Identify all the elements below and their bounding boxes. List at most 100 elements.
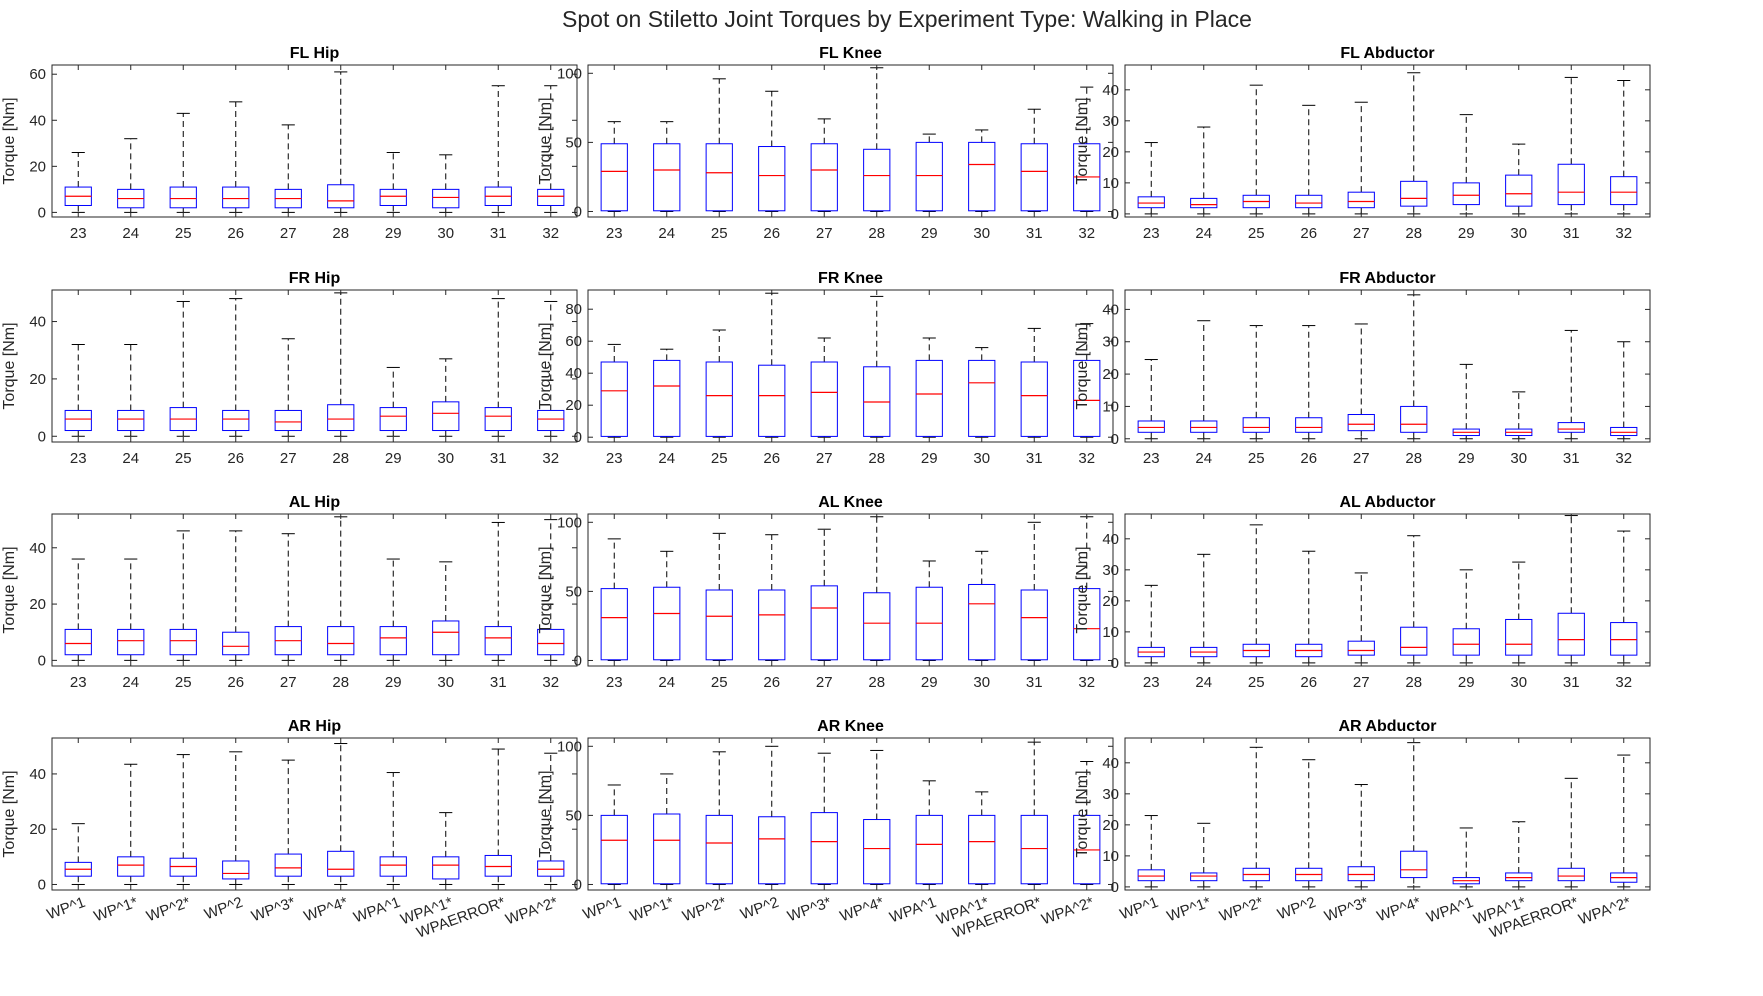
iqr-box: [1400, 850, 1428, 879]
box-24: 24: [1190, 65, 1218, 242]
x-tick-label: 28: [868, 450, 885, 467]
y-axis-label: Torque [Nm]: [1, 546, 18, 633]
x-tick-label: 24: [658, 225, 675, 242]
axes-frame: [51, 289, 578, 443]
iqr-box: [1190, 420, 1218, 433]
x-tick-label: 29: [385, 450, 402, 467]
y-axis-label: Torque [Nm]: [1074, 322, 1091, 409]
box-32: 32: [1610, 290, 1638, 467]
y-tick-label: 10: [1102, 848, 1119, 865]
axes-frame: [587, 64, 1114, 218]
box-WP^2: WP^2: [202, 738, 250, 923]
iqr-box: [222, 631, 250, 656]
box-28: 28: [327, 514, 355, 691]
box-WPA^1: WPA^1: [351, 738, 407, 926]
x-tick-label: 23: [606, 674, 623, 691]
x-tick-label: 25: [175, 450, 192, 467]
box-31: 31: [1020, 514, 1048, 691]
box-WP^2: WP^2: [738, 738, 786, 923]
box-WPA^2*: WPA^2*: [1576, 738, 1638, 928]
iqr-box: [222, 409, 250, 432]
y-tick-label: 20: [1102, 144, 1119, 161]
x-tick-label: 27: [280, 450, 297, 467]
subplot-title: AR Knee: [817, 718, 884, 735]
y-tick-label: 0: [574, 203, 582, 220]
iqr-box: [915, 141, 943, 212]
x-tick-label: 30: [1510, 450, 1527, 467]
x-tick-label: WP^1*: [1165, 894, 1214, 926]
iqr-box: [327, 850, 355, 877]
y-tick-label: 30: [1102, 562, 1119, 579]
y-tick-label: 40: [29, 766, 46, 783]
x-tick-label: 30: [973, 225, 990, 242]
x-tick-label: 23: [1143, 674, 1160, 691]
box-28: 28: [1400, 290, 1428, 467]
box-32: 32: [1073, 290, 1101, 467]
box-29: 29: [915, 65, 943, 242]
y-tick-label: 50: [565, 583, 582, 600]
x-tick-label: 29: [1458, 225, 1475, 242]
x-tick-label: WP^2*: [680, 894, 729, 926]
subplot-10: AR Knee Torque [Nm] 0 50 100 WP^1 WP^1* WP^2* WP…: [537, 718, 1114, 942]
subplot-0: FL Hip Torque [Nm] 0 20 40 60 23 24 25 26 27 28 29 30…: [1, 45, 578, 242]
box-26: 26: [222, 514, 250, 691]
y-tick-label: 0: [574, 652, 582, 669]
panels: FL Hip Torque [Nm] 0 20 40 60 23 24 25 26 27 28 29 30…: [1, 45, 1651, 942]
iqr-box: [653, 813, 681, 885]
iqr-box: [653, 143, 681, 212]
box-32: 32: [1073, 514, 1101, 691]
box-30: 30: [968, 65, 996, 242]
y-tick-label: 0: [1111, 655, 1119, 672]
iqr-box: [1557, 422, 1585, 433]
iqr-box: [432, 620, 460, 656]
iqr-box: [600, 814, 628, 885]
iqr-box: [968, 583, 996, 661]
x-tick-label: 24: [658, 450, 675, 467]
box-26: 26: [222, 290, 250, 467]
box-29: 29: [915, 290, 943, 467]
box-32: 32: [537, 290, 565, 467]
y-tick-label: 50: [565, 807, 582, 824]
box-29: 29: [1452, 65, 1480, 242]
box-31: 31: [484, 65, 512, 242]
y-tick-label: 100: [557, 65, 582, 82]
subplot-title: AL Abductor: [1340, 494, 1436, 511]
iqr-box: [758, 589, 786, 661]
iqr-box: [1020, 143, 1048, 212]
box-WP^1*: WP^1*: [628, 738, 681, 925]
box-30: 30: [968, 290, 996, 467]
y-tick-label: 0: [38, 652, 46, 669]
x-tick-label: 25: [711, 450, 728, 467]
iqr-box: [600, 143, 628, 212]
box-30: 30: [432, 514, 460, 691]
iqr-box: [1400, 180, 1428, 207]
iqr-box: [968, 141, 996, 212]
x-tick-label: WP^2: [1275, 894, 1318, 924]
x-tick-label: 24: [122, 674, 139, 691]
iqr-box: [1347, 414, 1375, 432]
y-tick-label: 20: [29, 158, 46, 175]
x-tick-label: WP^4*: [838, 894, 887, 926]
y-tick-label: 20: [1102, 817, 1119, 834]
box-WP^3*: WP^3*: [785, 738, 838, 925]
x-tick-label: 26: [227, 450, 244, 467]
x-tick-label: 31: [1026, 225, 1043, 242]
iqr-box: [705, 361, 733, 437]
iqr-box: [1073, 588, 1101, 661]
axes-frame: [1124, 513, 1651, 667]
iqr-box: [432, 856, 460, 880]
box-30: 30: [432, 65, 460, 242]
y-axis-label: Torque [Nm]: [537, 770, 554, 857]
y-tick-label: 60: [565, 333, 582, 350]
y-tick-label: 20: [565, 397, 582, 414]
box-23: 23: [1137, 514, 1165, 691]
x-tick-label: 32: [1615, 674, 1632, 691]
box-23: 23: [600, 514, 628, 691]
x-tick-label: 32: [1615, 225, 1632, 242]
x-tick-label: 28: [1405, 450, 1422, 467]
y-tick-label: 0: [38, 204, 46, 221]
iqr-box: [1020, 814, 1048, 885]
y-axis-label: Torque [Nm]: [1074, 546, 1091, 633]
x-tick-label: 26: [1300, 450, 1317, 467]
iqr-box: [1137, 420, 1165, 433]
